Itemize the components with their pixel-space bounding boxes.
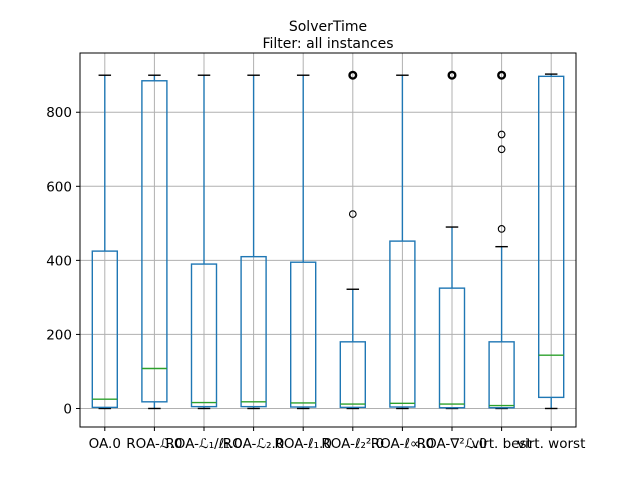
y-tick-label: 400: [46, 253, 72, 269]
box: [141, 80, 168, 403]
x-tick-label: ROA-ℒ₂.0: [223, 436, 285, 452]
box: [438, 287, 466, 409]
flier-point: [497, 225, 506, 233]
y-tick-label: 0: [63, 401, 72, 417]
y-tick-label: 800: [46, 105, 72, 121]
flier-point: [348, 210, 357, 218]
box: [240, 255, 267, 408]
y-tick-label: 600: [46, 179, 72, 195]
axes-frame: [79, 52, 577, 428]
box: [538, 75, 565, 399]
box: [91, 250, 119, 409]
x-tick-label: ROA-ℓ₁.0: [274, 436, 331, 452]
x-tick-label: virt. best: [471, 436, 531, 452]
x-tick-label: OA.0: [89, 436, 121, 452]
box: [190, 263, 218, 408]
box: [389, 240, 416, 408]
flier-point: [497, 70, 507, 80]
box: [488, 341, 515, 409]
flier-point: [348, 70, 358, 80]
chart-title: SolverTime: [289, 19, 367, 35]
x-tick-label: virt. worst: [517, 436, 585, 452]
flier-point: [447, 70, 457, 80]
x-tick-label: ROA-ℓ₂².0: [321, 436, 384, 452]
flier-point: [497, 145, 506, 154]
chart-subtitle: Filter: all instances: [262, 36, 393, 52]
x-tick-label: ROA-ℓ∞.0: [371, 436, 434, 452]
axes: 0 200 400 600 800 OA.0 ROA-ℒ.0ROA-ℒ₁/ℓ₁.0ROA-ℒ…: [46, 52, 585, 452]
y-tick-label: 200: [46, 327, 72, 343]
x-tick-label: ROA-ℒ₁/ℓ₁.0: [165, 436, 242, 452]
x-tick-label: ROA-∇²ℒ.0: [417, 436, 488, 452]
box: [290, 261, 317, 408]
flier-point: [497, 130, 506, 139]
box: [339, 341, 366, 409]
x-tick-label: ROA-ℒ.0: [126, 436, 182, 452]
